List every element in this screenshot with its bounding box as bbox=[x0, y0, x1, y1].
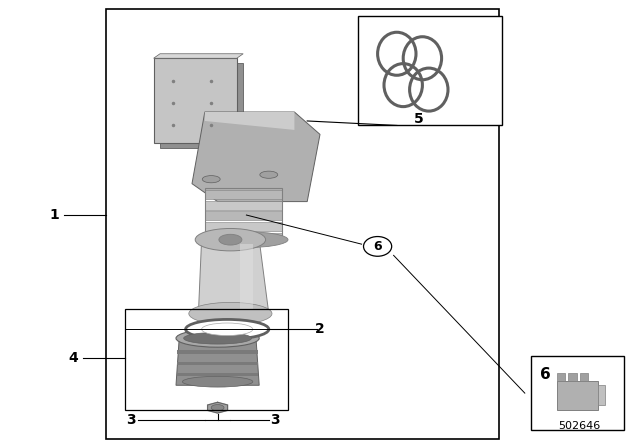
Ellipse shape bbox=[182, 376, 253, 387]
Bar bbox=[240, 244, 253, 309]
Bar bbox=[205, 201, 282, 210]
Ellipse shape bbox=[176, 329, 259, 347]
Bar bbox=[531, 356, 624, 430]
Polygon shape bbox=[154, 54, 243, 58]
Polygon shape bbox=[176, 338, 259, 385]
Bar bbox=[177, 350, 258, 354]
Bar bbox=[358, 16, 502, 125]
Bar bbox=[106, 9, 499, 439]
Text: 3: 3 bbox=[270, 413, 280, 427]
Bar bbox=[205, 190, 282, 199]
Bar bbox=[557, 373, 565, 381]
Circle shape bbox=[364, 237, 392, 256]
Bar bbox=[125, 309, 288, 410]
Text: 2: 2 bbox=[315, 322, 325, 336]
Ellipse shape bbox=[211, 405, 224, 411]
Ellipse shape bbox=[202, 176, 220, 183]
Bar bbox=[177, 362, 258, 365]
Text: 4: 4 bbox=[68, 351, 79, 366]
Text: 3: 3 bbox=[126, 413, 136, 427]
Ellipse shape bbox=[195, 228, 266, 251]
Polygon shape bbox=[192, 112, 320, 202]
Bar bbox=[568, 373, 577, 381]
Bar bbox=[154, 58, 237, 143]
Text: 502646: 502646 bbox=[558, 422, 600, 431]
Text: 6: 6 bbox=[373, 240, 382, 253]
Text: 5: 5 bbox=[414, 112, 424, 126]
Bar bbox=[177, 373, 258, 376]
Bar bbox=[205, 233, 282, 242]
Bar bbox=[205, 211, 282, 220]
Ellipse shape bbox=[219, 234, 242, 245]
Ellipse shape bbox=[189, 302, 272, 325]
Ellipse shape bbox=[260, 171, 278, 178]
Bar bbox=[580, 373, 588, 381]
Ellipse shape bbox=[184, 332, 252, 344]
Text: 6: 6 bbox=[540, 366, 550, 382]
Bar bbox=[598, 385, 605, 405]
Bar bbox=[205, 188, 282, 242]
Bar bbox=[205, 222, 282, 231]
Ellipse shape bbox=[186, 319, 269, 339]
Polygon shape bbox=[198, 240, 269, 314]
Bar bbox=[160, 63, 243, 148]
Bar bbox=[557, 381, 598, 410]
Polygon shape bbox=[205, 112, 294, 130]
Ellipse shape bbox=[198, 232, 288, 248]
Ellipse shape bbox=[202, 323, 253, 336]
Text: 1: 1 bbox=[49, 208, 60, 222]
Polygon shape bbox=[207, 402, 228, 413]
